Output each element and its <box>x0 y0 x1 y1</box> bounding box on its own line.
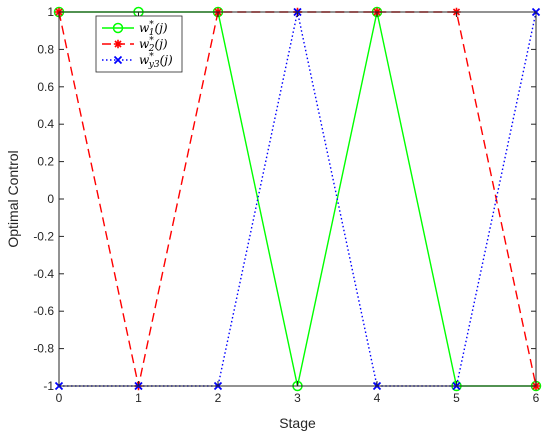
y-tick-label: 0 <box>47 192 54 206</box>
y-tick-label: 0.8 <box>37 42 54 56</box>
x-tick-label: 5 <box>453 391 460 405</box>
x-tick-label: 2 <box>215 391 222 405</box>
y-tick-label: -0.8 <box>33 342 54 356</box>
legend-marker <box>113 55 123 65</box>
y-tick-label: 0.2 <box>37 155 54 169</box>
x-tick-label: 1 <box>135 391 142 405</box>
ticks-layer: 0 1 2 3 4 5 6 -1 -0.8 -0.6 -0.4 -0.2 0 0.2 0.4 0.6 0.8 1 <box>33 5 539 405</box>
y-tick-label: 0.4 <box>37 117 54 131</box>
y-axis-title: Optimal Control <box>5 150 21 247</box>
legend-entry-w2: w* 2(j) <box>102 36 168 54</box>
legend: w* 1(j)w* 2(j)w* y3(j) <box>95 15 183 73</box>
legend-label: w* y3(j) <box>139 52 173 70</box>
x-tick-label: 6 <box>533 391 540 405</box>
y-tick-label: -1 <box>43 379 54 393</box>
x-tick-label: 3 <box>294 391 301 405</box>
legend-label: w* 2(j) <box>139 36 168 54</box>
y-tick-label: -0.6 <box>33 304 54 318</box>
y-tick-label: -0.2 <box>33 229 54 243</box>
x-tick-label: 0 <box>56 391 63 405</box>
legend-marker <box>112 22 124 34</box>
plot-area <box>59 12 536 386</box>
legend-marker <box>113 39 123 49</box>
y-tick-label: 0.6 <box>37 80 54 94</box>
legend-entry-wy3: w* y3(j) <box>102 52 173 70</box>
legend-entry-w1: w* 1(j) <box>102 20 168 38</box>
y-tick-label: 1 <box>47 5 54 19</box>
x-axis-title: Stage <box>279 415 316 431</box>
x-tick-label: 4 <box>374 391 381 405</box>
y-tick-label: -0.4 <box>33 267 54 281</box>
legend-label: w* 1(j) <box>139 20 168 38</box>
